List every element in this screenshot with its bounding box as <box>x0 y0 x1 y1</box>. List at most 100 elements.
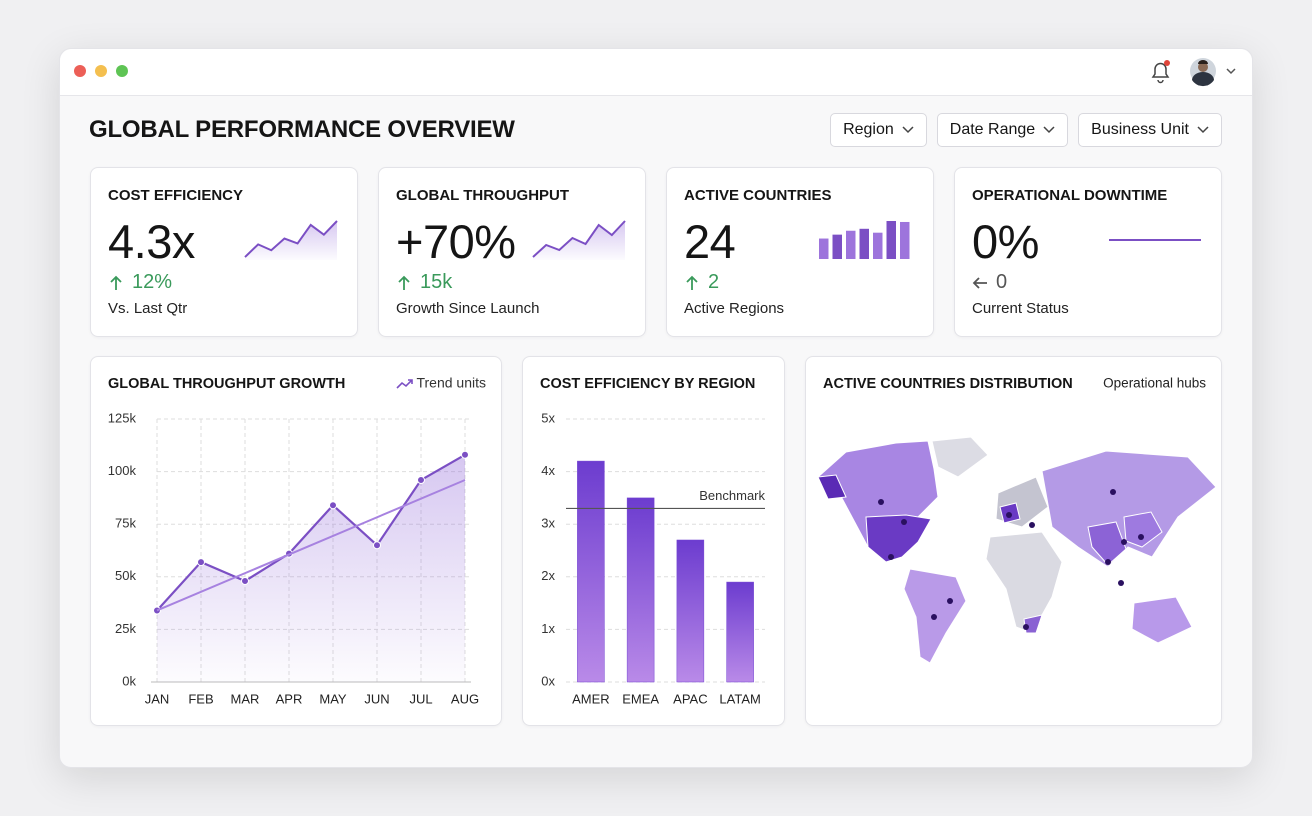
x-tick-label: APR <box>276 691 303 706</box>
hub-marker <box>947 598 953 604</box>
spark-area <box>533 221 625 260</box>
hub-marker <box>1006 512 1012 518</box>
trend-line <box>156 479 466 612</box>
hub-marker <box>888 554 894 560</box>
chart-card: COST EFFICIENCY BY REGION 0x 1x 2x 3x 4x 5x AME… <box>522 356 785 726</box>
x-tick-label: JAN <box>145 691 170 706</box>
x-tick-label: MAR <box>231 691 260 706</box>
kpi-label: COST EFFICIENCY <box>108 187 244 204</box>
x-tick-label: AMER <box>572 691 610 706</box>
account-menu-chevron[interactable] <box>1226 68 1236 75</box>
map-card: ACTIVE COUNTRIES DISTRIBUTION Operational… <box>805 356 1222 726</box>
spark-area <box>245 221 337 260</box>
spark-bar <box>859 228 869 259</box>
world-map: ACTIVE COUNTRIES DISTRIBUTION Operational… <box>817 376 1217 664</box>
point <box>329 501 337 510</box>
maximize-button[interactable] <box>116 65 128 77</box>
chevron <box>1197 126 1209 134</box>
kpi-label: GLOBAL THROUGHPUT <box>396 187 570 204</box>
change-arrow <box>972 276 987 289</box>
hub-marker <box>1029 522 1035 528</box>
arrow <box>398 275 410 290</box>
y-tick-label: 1x <box>541 621 555 636</box>
hub-marker <box>1138 534 1144 540</box>
kpi-card: ACTIVE COUNTRIES 24 2 Active Regions <box>666 167 934 337</box>
country-region <box>985 531 1063 634</box>
y-tick-label: 0k <box>122 673 136 688</box>
x-tick-label: MAY <box>319 691 347 706</box>
kpi-change-value: 15k <box>420 271 453 293</box>
filter-label: Region <box>843 121 894 138</box>
point <box>197 558 205 567</box>
y-tick-label: 25k <box>115 621 136 636</box>
country-region <box>1087 521 1127 566</box>
kpi-card: GLOBAL THROUGHPUT +70% 15k Growth Since Lau… <box>378 167 646 337</box>
country-region <box>865 514 932 563</box>
spark-bar <box>873 232 883 259</box>
kpi-change: 0 <box>972 271 1007 294</box>
filter-dropdown[interactable]: Region <box>830 113 927 147</box>
hub-marker <box>901 519 907 525</box>
kpi-value: +70% <box>396 215 516 268</box>
point <box>241 577 249 586</box>
country-region <box>1041 450 1217 568</box>
change-arrow <box>110 275 122 290</box>
country-region <box>1131 596 1193 644</box>
spark-bar <box>819 238 829 259</box>
x-tick-label: LATAM <box>719 691 760 706</box>
window-controls <box>74 58 1236 87</box>
chart: COST EFFICIENCY BY REGION 0x 1x 2x 3x 4x 5x AME… <box>540 376 765 707</box>
benchmark-label: Benchmark <box>699 488 765 503</box>
filter-dropdown[interactable]: Business Unit <box>1078 113 1222 147</box>
legend: Trend units <box>396 375 486 391</box>
y-tick-label: 3x <box>541 516 555 531</box>
chevron <box>1043 126 1055 134</box>
kpi-value: 24 <box>684 215 736 268</box>
y-tick-label: 100k <box>108 463 137 478</box>
filter-dropdown[interactable]: Date Range <box>936 113 1069 147</box>
bar <box>726 581 754 683</box>
kpi-card: COST EFFICIENCY 4.3x 12% Vs. Last Qtr <box>90 167 358 337</box>
x-tick-label: EMEA <box>622 691 659 706</box>
window-topbar <box>60 49 1252 96</box>
bar <box>626 497 655 683</box>
kpi-change-value: 0 <box>996 271 1008 293</box>
y-tick-label: 50k <box>115 568 136 583</box>
y-tick-label: 0x <box>541 673 555 688</box>
hub-marker <box>1118 580 1124 586</box>
x-tick-label: JUL <box>409 691 432 706</box>
change-arrow <box>398 275 410 290</box>
arrow <box>972 276 987 289</box>
chevron-icon <box>902 126 914 134</box>
user-avatar[interactable] <box>1190 58 1216 87</box>
hub-marker <box>1121 539 1127 545</box>
kpi-change: 12% <box>108 271 172 294</box>
filter-label: Date Range <box>949 121 1036 138</box>
country-region <box>1123 511 1163 548</box>
close-button[interactable] <box>74 65 86 77</box>
notification-bell[interactable] <box>1151 60 1170 84</box>
arrow <box>110 275 122 290</box>
sparkline <box>244 220 338 260</box>
y-tick-label: 5x <box>541 410 555 425</box>
map-note: Operational hubs <box>1103 376 1206 391</box>
area <box>157 454 465 682</box>
filter-bar: Region Date Range Business Unit <box>830 113 1222 147</box>
y-tick-label: 125k <box>108 410 137 425</box>
chart-card: GLOBAL THROUGHPUT GROWTH 0k 25k 50k 75k 100k 1… <box>90 356 502 726</box>
point <box>461 450 469 459</box>
legend-label: Trend units <box>416 375 486 391</box>
chart-title: GLOBAL THROUGHPUT GROWTH <box>108 376 345 392</box>
x-tick-label: JUN <box>364 691 389 706</box>
map-title: ACTIVE COUNTRIES DISTRIBUTION <box>823 376 1073 392</box>
hub-marker <box>1023 624 1029 630</box>
hub-marker <box>1105 559 1111 565</box>
y-tick-label: 2x <box>541 568 555 583</box>
hub-marker <box>931 614 937 620</box>
country-region <box>817 474 847 500</box>
minimize-button[interactable] <box>95 65 107 77</box>
legend-icon <box>396 379 413 389</box>
bar <box>577 460 605 683</box>
x-tick-label: APAC <box>673 691 707 706</box>
x-tick-label: AUG <box>451 691 479 706</box>
